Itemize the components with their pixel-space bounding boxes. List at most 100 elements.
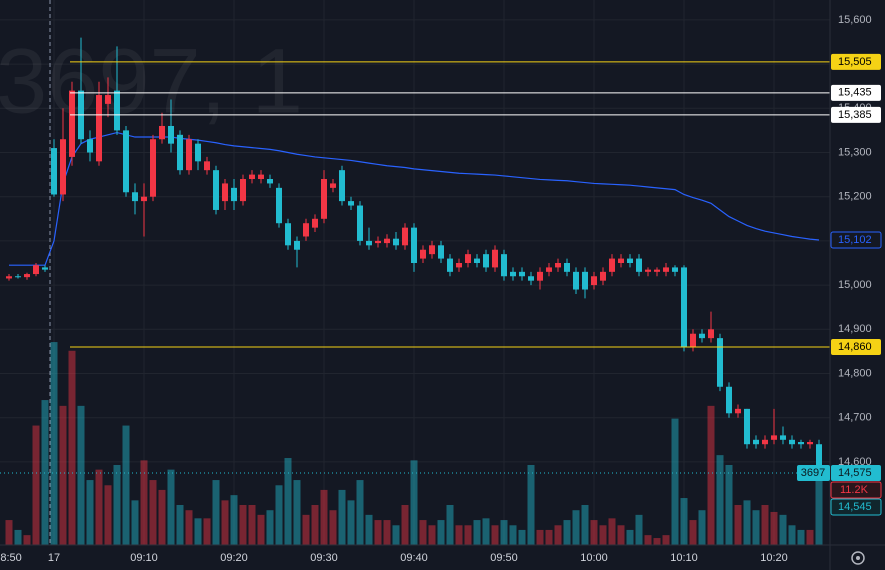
volume-bar xyxy=(554,525,562,545)
volume-bar xyxy=(662,535,670,545)
candle-body xyxy=(465,254,471,263)
volume-bar xyxy=(50,342,58,545)
volume-bar xyxy=(653,538,661,545)
candle-body xyxy=(555,262,561,268)
volume-bar xyxy=(473,520,481,545)
level-label: 14,860 xyxy=(838,341,872,353)
volume-box xyxy=(830,481,882,499)
candle-body xyxy=(123,130,129,193)
candle-body xyxy=(447,258,453,272)
volume-bar xyxy=(383,520,391,545)
volume-bar xyxy=(608,518,616,545)
watermark: 3697, 1 xyxy=(0,30,303,132)
volume-bar xyxy=(518,529,526,545)
candle-body xyxy=(501,254,507,277)
candle-body xyxy=(735,408,741,414)
candle-body xyxy=(96,95,102,162)
volume-bar xyxy=(86,480,94,545)
volume-bar xyxy=(797,529,805,545)
volume-bar xyxy=(428,525,436,545)
volume-bar xyxy=(95,469,103,545)
axes: 15,60015,50015,40015,30015,20015,10015,0… xyxy=(0,14,882,564)
volume-bar xyxy=(365,514,373,545)
volume-bar xyxy=(689,520,697,545)
volume-bar xyxy=(401,504,409,545)
volume-bar xyxy=(698,510,706,545)
level-box xyxy=(831,84,881,101)
candle-body xyxy=(708,329,714,339)
volume-bar xyxy=(392,525,400,545)
y-tick-label: 15,000 xyxy=(838,279,872,291)
x-tick-label: 17 xyxy=(48,552,60,564)
volume-bar xyxy=(482,518,490,545)
candle-body xyxy=(789,439,795,445)
candle-body xyxy=(231,187,237,202)
volume-bar xyxy=(626,529,634,545)
candle-body xyxy=(69,90,75,157)
volume-bar xyxy=(266,510,274,545)
level-box xyxy=(831,338,881,355)
candle-body xyxy=(663,267,669,272)
settings-icon[interactable] xyxy=(851,551,865,565)
settings-ring[interactable] xyxy=(851,551,865,565)
candle-body xyxy=(393,238,399,246)
volume-bar xyxy=(149,480,157,545)
candle-body xyxy=(285,223,291,246)
candle-body xyxy=(204,161,210,171)
level-box xyxy=(831,106,881,123)
ma-box xyxy=(830,231,882,249)
candle-body xyxy=(330,183,336,188)
candle-body xyxy=(483,254,489,268)
candle-body xyxy=(816,444,822,473)
plot xyxy=(0,37,830,545)
candle-body xyxy=(582,271,588,290)
x-tick-label: 09:20 xyxy=(220,552,248,564)
x-tick-label: 10:20 xyxy=(760,552,788,564)
settings-dot[interactable] xyxy=(856,556,860,560)
time-axis xyxy=(0,545,830,570)
candle-body xyxy=(672,267,678,272)
y-tick-label: 14,600 xyxy=(838,456,872,468)
volume-bar xyxy=(239,504,247,545)
volume-bar xyxy=(527,464,535,545)
volume-bar xyxy=(419,520,427,545)
candle-body xyxy=(546,267,552,272)
candle-body xyxy=(420,249,426,259)
candle-body xyxy=(51,148,57,195)
grid xyxy=(0,0,830,545)
volume-label: 11.2K xyxy=(840,484,869,496)
volume-bar xyxy=(725,464,733,545)
volume-bar xyxy=(581,504,589,545)
candle-body xyxy=(618,258,624,263)
candle-body xyxy=(303,223,309,237)
volume-bar xyxy=(338,489,346,545)
volume-bar xyxy=(59,405,67,545)
volume-bar xyxy=(437,520,445,545)
y-tick-label: 14,800 xyxy=(838,367,872,379)
candle-body xyxy=(402,227,408,246)
candle-body xyxy=(627,258,633,263)
y-tick-label: 15,300 xyxy=(838,146,872,158)
candle-body xyxy=(726,386,732,414)
candle-body xyxy=(87,139,93,153)
candle-body xyxy=(600,271,606,281)
volume-bar xyxy=(743,500,751,545)
candle-body xyxy=(474,258,480,263)
candle-body xyxy=(105,95,111,104)
volume-bar xyxy=(329,510,337,545)
candle-body xyxy=(744,408,750,445)
candle-body xyxy=(159,125,165,140)
level-label: 15,505 xyxy=(838,56,872,68)
x-tick-label: 09:30 xyxy=(310,552,338,564)
volume-bar xyxy=(14,529,22,545)
x-tick-label: 08:50 xyxy=(0,552,22,564)
volume-bar xyxy=(545,529,553,545)
volume-bar xyxy=(284,458,292,545)
x-tick-label: 10:00 xyxy=(580,552,608,564)
candle-body xyxy=(492,249,498,268)
volume-bar xyxy=(122,425,130,545)
candle-body xyxy=(438,245,444,259)
tag-label: 3697 xyxy=(801,467,825,479)
volume-bar xyxy=(599,525,607,545)
volume-bar xyxy=(617,525,625,545)
